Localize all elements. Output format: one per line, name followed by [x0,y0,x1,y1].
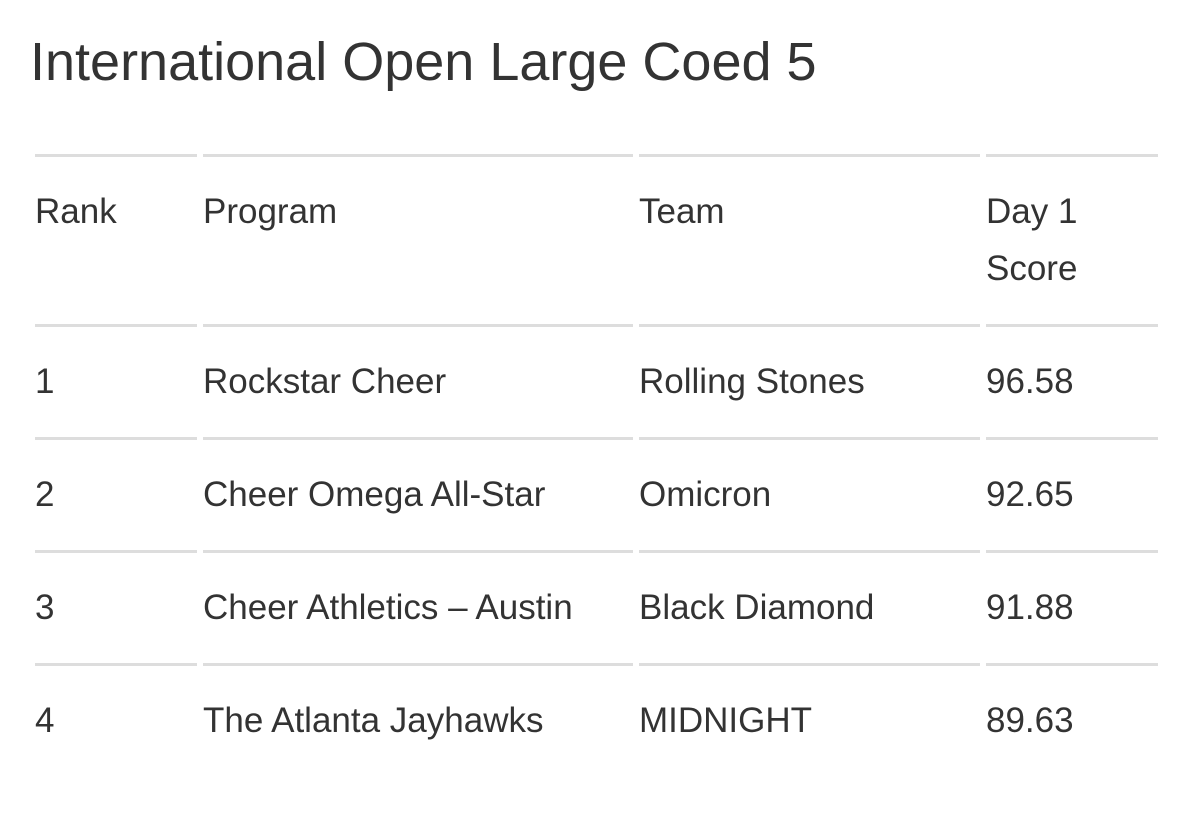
table-cell: 4 [35,663,197,776]
table-cell: Rolling Stones [639,324,980,437]
table-cell: 96.58 [986,324,1158,437]
table-cell: 89.63 [986,663,1158,776]
page-title: International Open Large Coed 5 [30,32,817,92]
table-cell: Black Diamond [639,550,980,663]
table-cell: 2 [35,437,197,550]
header-cell: Program [203,154,633,324]
table-row: 4 The Atlanta Jayhawks MIDNIGHT 89.63 [35,663,1158,776]
table-cell: MIDNIGHT [639,663,980,776]
table-cell: 1 [35,324,197,437]
table-cell: Cheer Omega All-Star [203,437,633,550]
table-cell: Omicron [639,437,980,550]
table-cell: Rockstar Cheer [203,324,633,437]
table-row: 1 Rockstar Cheer Rolling Stones 96.58 [35,324,1158,437]
header-cell: Rank [35,154,197,324]
table-cell: 3 [35,550,197,663]
table-cell: Cheer Athletics – Austin [203,550,633,663]
results-table: Rank Program Team Day 1 Score 1 Rockstar Che… [29,154,1164,776]
table-cell: The Atlanta Jayhawks [203,663,633,776]
header-cell: Day 1 Score [986,154,1158,324]
table-body: 1 Rockstar Cheer Rolling Stones 96.58 2 Cheer… [35,324,1158,776]
table-cell: 92.65 [986,437,1158,550]
table-row: 3 Cheer Athletics – Austin Black Diamond 91… [35,550,1158,663]
header-cell: Team [639,154,980,324]
header-row: Rank Program Team Day 1 Score [35,154,1158,324]
table-row: 2 Cheer Omega All-Star Omicron 92.65 [35,437,1158,550]
table-cell: 91.88 [986,550,1158,663]
